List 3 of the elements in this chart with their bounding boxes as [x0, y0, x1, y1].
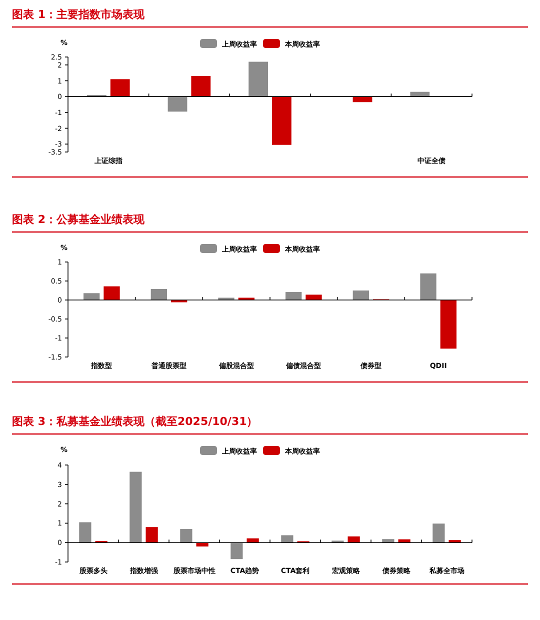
- chart-title: 图表 1：主要指数市场表现: [12, 8, 146, 21]
- chart-title: 图表 3：私募基金业绩表现（截至2025/10/31）: [12, 415, 258, 428]
- chart-title: 图表 2：公募基金业绩表现: [12, 213, 146, 226]
